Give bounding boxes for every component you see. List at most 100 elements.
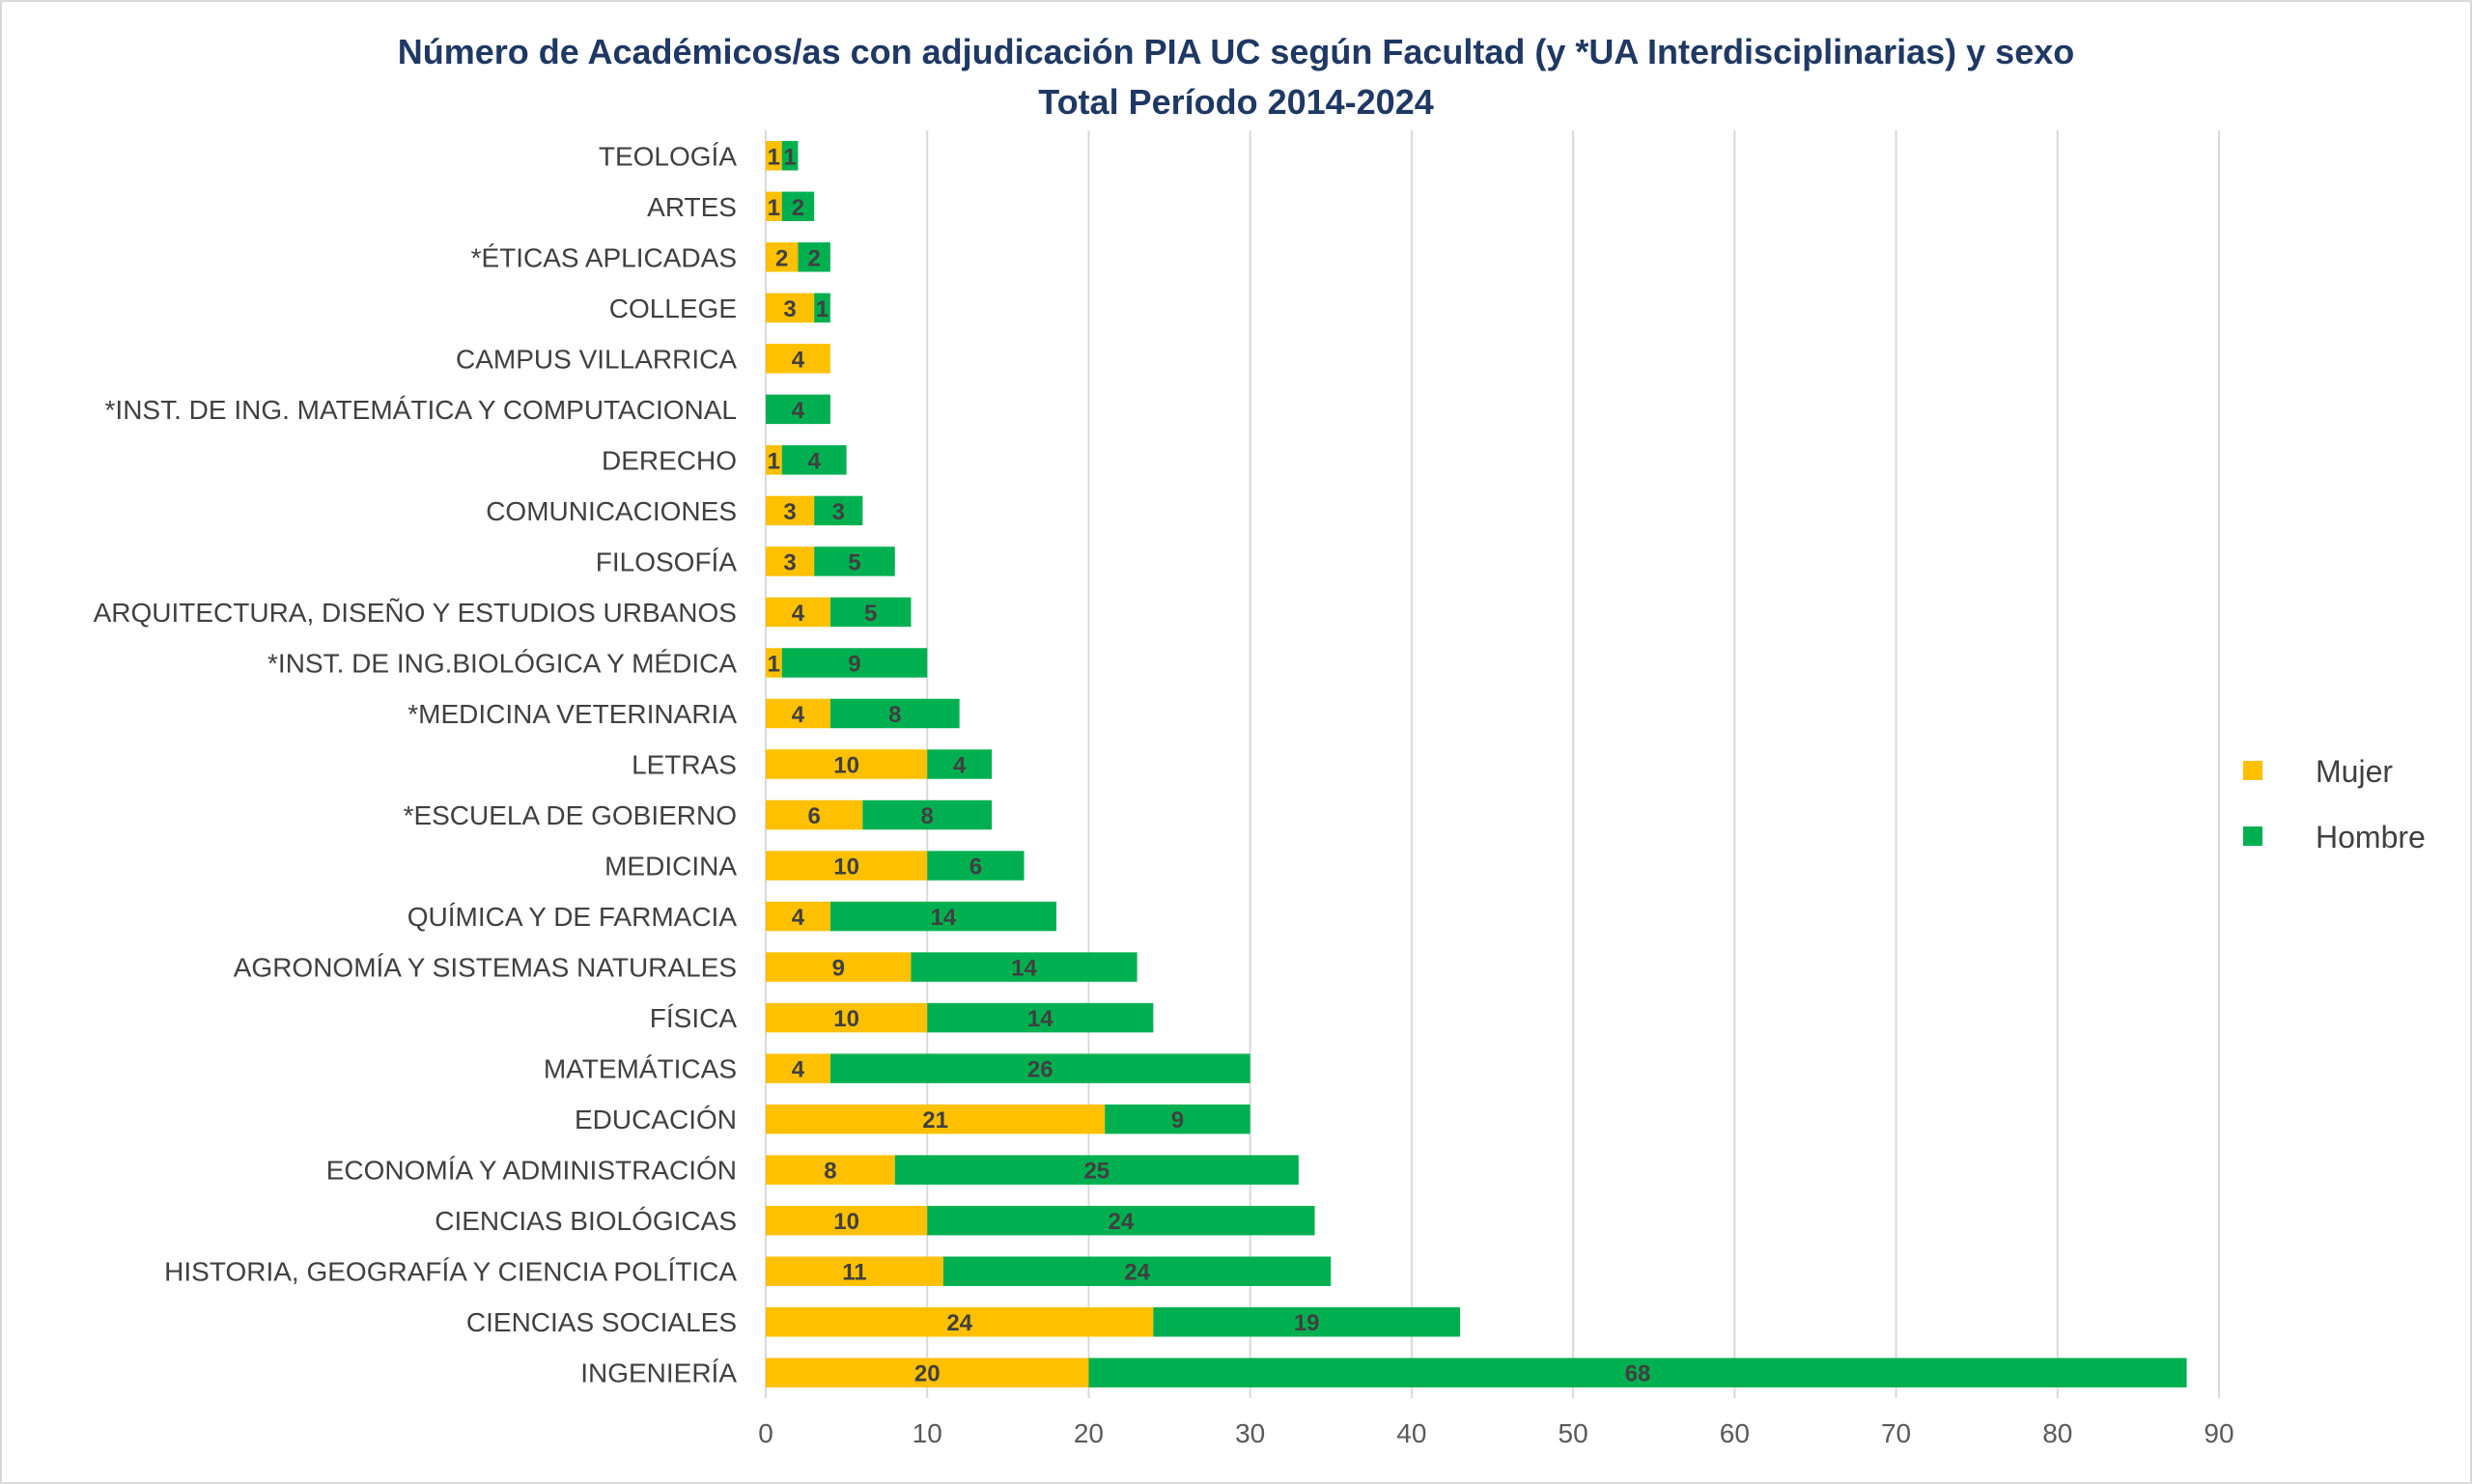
category-label: QUÍMICA Y DE FARMACIA xyxy=(407,902,738,932)
category-label: FÍSICA xyxy=(650,1003,738,1033)
x-tick-label: 60 xyxy=(1720,1418,1750,1448)
category-label: MEDICINA xyxy=(604,852,737,882)
bar-mujer xyxy=(766,799,863,830)
bar-mujer xyxy=(766,1306,1154,1337)
data-label: 19 xyxy=(1294,1310,1320,1336)
bar-hombre xyxy=(911,952,1138,982)
data-label: 9 xyxy=(848,651,860,677)
bar-mujer xyxy=(766,1053,830,1083)
bar-mujer xyxy=(766,1104,1106,1134)
x-tick-label: 10 xyxy=(913,1418,942,1448)
data-label: 24 xyxy=(1124,1260,1150,1286)
x-tick-label: 40 xyxy=(1396,1418,1426,1448)
bar-mujer xyxy=(766,597,830,628)
data-label: 11 xyxy=(842,1260,866,1286)
x-axis-ticks: 0 10 20 30 40 50 60 70 80 90 xyxy=(758,1418,2233,1448)
bar-hombre xyxy=(927,851,1025,881)
data-label: 10 xyxy=(833,1209,859,1235)
bar-hombre xyxy=(798,242,830,272)
gridlines xyxy=(765,130,2220,1398)
data-label: 3 xyxy=(783,499,796,525)
category-label: CIENCIAS BIOLÓGICAS xyxy=(435,1206,737,1236)
data-label: 8 xyxy=(921,803,934,829)
category-label: ECONOMÍA Y ADMINISTRACIÓN xyxy=(326,1156,737,1186)
bar-mujer xyxy=(766,445,782,475)
data-label: 24 xyxy=(946,1310,972,1336)
bar-hombre xyxy=(781,141,799,171)
category-label: *INST. DE ING. MATEMÁTICA Y COMPUTACIONA… xyxy=(105,395,737,425)
data-label: 2 xyxy=(792,195,804,221)
data-label: 1 xyxy=(783,144,796,170)
data-label: 4 xyxy=(792,905,805,931)
data-label: 3 xyxy=(832,499,845,525)
data-label: 1 xyxy=(768,448,780,474)
data-label: 4 xyxy=(792,398,805,424)
category-label: COLLEGE xyxy=(609,294,737,323)
data-label: 1 xyxy=(768,144,780,170)
category-label: *ÉTICAS APLICADAS xyxy=(471,242,737,272)
data-label: 14 xyxy=(1027,1006,1053,1032)
data-label: 5 xyxy=(864,601,877,627)
bar-hombre xyxy=(781,191,815,222)
bar-mujer xyxy=(766,952,912,982)
data-label: 4 xyxy=(807,448,821,474)
category-label: *MEDICINA VETERINARIA xyxy=(407,699,737,729)
bar-mujer xyxy=(766,293,815,323)
bar-mujer xyxy=(766,1205,928,1236)
bar-mujer xyxy=(766,749,928,779)
data-label: 4 xyxy=(792,601,805,627)
bar-hombre xyxy=(829,597,912,628)
bar-mujer xyxy=(766,191,782,222)
data-label: 20 xyxy=(914,1361,941,1387)
category-label: MATEMÁTICAS xyxy=(544,1054,737,1084)
data-label: 6 xyxy=(807,803,820,829)
bar-mujer xyxy=(766,851,928,881)
chart-subtitle: Total Período 2014-2024 xyxy=(1038,82,1434,122)
data-label: 21 xyxy=(922,1107,948,1134)
data-label: 4 xyxy=(792,347,805,373)
data-label: 14 xyxy=(1011,956,1037,982)
bar-hombre xyxy=(814,546,895,576)
data-label: 4 xyxy=(792,702,805,728)
data-label: 4 xyxy=(792,1057,805,1083)
data-label: 14 xyxy=(931,905,957,931)
data-label: 2 xyxy=(775,245,788,271)
category-label: ARQUITECTURA, DISEÑO Y ESTUDIOS URBANOS xyxy=(94,598,737,628)
category-label: *INST. DE ING.BIOLÓGICA Y MÉDICA xyxy=(267,648,737,678)
bar-hombre xyxy=(927,1205,1315,1236)
data-label: 68 xyxy=(1625,1361,1651,1387)
legend-swatch xyxy=(2243,826,2262,846)
data-label: 9 xyxy=(832,956,845,982)
bar-hombre xyxy=(814,293,830,323)
bar-mujer xyxy=(766,698,830,729)
category-labels: TEOLOGÍA ARTES *ÉTICAS APLICADAS COLLEGE CAM… xyxy=(94,141,738,1387)
bar-mujer xyxy=(766,648,782,678)
legend-label: Mujer xyxy=(2316,754,2393,789)
x-tick-label: 90 xyxy=(2204,1418,2233,1448)
category-label: EDUCACIÓN xyxy=(575,1105,737,1134)
x-tick-label: 20 xyxy=(1074,1418,1104,1448)
data-label: 9 xyxy=(1171,1107,1184,1134)
data-label: 10 xyxy=(833,1006,859,1032)
data-label: 3 xyxy=(783,549,796,575)
x-tick-label: 0 xyxy=(758,1418,773,1448)
category-label: CIENCIAS SOCIALES xyxy=(466,1307,737,1337)
bar-hombre xyxy=(829,698,960,729)
x-tick-label: 80 xyxy=(2042,1418,2072,1448)
data-label: 2 xyxy=(807,245,820,271)
bar-mujer xyxy=(766,1256,943,1286)
category-label: COMUNICACIONES xyxy=(486,496,737,526)
legend-label: Hombre xyxy=(2316,820,2426,854)
bar-mujer xyxy=(766,242,799,272)
category-label: INGENIERÍA xyxy=(580,1358,737,1388)
category-label: TEOLOGÍA xyxy=(599,141,737,171)
chart-title: Número de Académicos/as con adjudicación… xyxy=(398,32,2074,71)
data-label: 4 xyxy=(953,753,967,779)
x-tick-label: 50 xyxy=(1559,1418,1588,1448)
data-label: 10 xyxy=(833,753,859,779)
data-label: 1 xyxy=(768,195,780,221)
data-label: 8 xyxy=(888,702,901,728)
